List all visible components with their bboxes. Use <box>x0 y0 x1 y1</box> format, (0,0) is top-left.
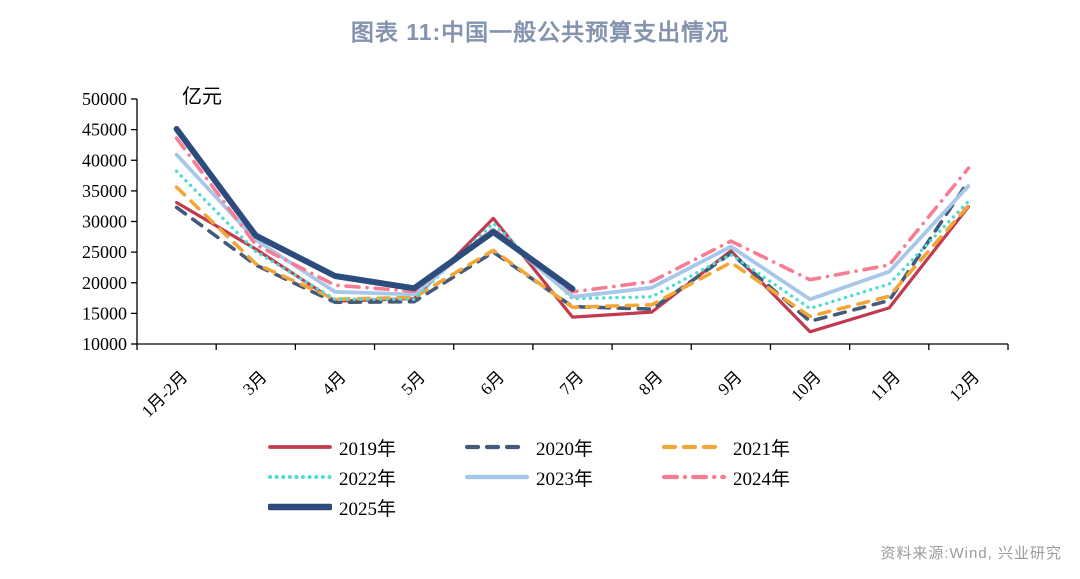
series-line-2021 <box>174 185 971 319</box>
series-line-2019 <box>175 200 971 334</box>
legend-swatch-2020 <box>465 444 529 450</box>
x-tick-label: 8月 <box>635 367 666 398</box>
legend-item-2024: 2024年 <box>662 464 859 491</box>
legend-item-2022: 2022年 <box>268 464 465 491</box>
y-tick-label: 40000 <box>82 150 127 170</box>
legend-swatch-2021 <box>662 444 726 450</box>
series-line-2025 <box>173 126 576 292</box>
x-tick-label: 11月 <box>867 367 904 404</box>
y-tick-label: 45000 <box>82 120 127 140</box>
y-tick-label: 15000 <box>82 303 127 323</box>
legend-item-2020: 2020年 <box>465 434 662 461</box>
legend-label: 2023年 <box>536 468 594 490</box>
y-tick-label: 25000 <box>82 242 127 262</box>
legend-label: 2021年 <box>733 438 791 460</box>
y-axis-unit-label: 亿元 <box>182 85 222 108</box>
series-line-2023 <box>174 152 971 302</box>
x-tick-label: 9月 <box>714 367 745 398</box>
x-tick-label: 5月 <box>397 367 428 398</box>
source-note: 资料来源:Wind, 兴业研究 <box>880 545 1062 562</box>
legend-swatch-2023 <box>465 474 529 480</box>
y-tick-label: 10000 <box>82 334 127 354</box>
legend-swatch-2019 <box>268 445 332 449</box>
legend-label: 2025年 <box>339 498 397 520</box>
legend-label: 2020年 <box>536 438 594 460</box>
y-tick-label: 50000 <box>82 89 127 109</box>
y-tick-label: 35000 <box>82 181 127 201</box>
legend-swatch-2022 <box>268 475 332 479</box>
legend-label: 2022年 <box>339 468 397 490</box>
x-tick-label: 4月 <box>318 367 349 398</box>
x-tick-label: 6月 <box>477 367 508 398</box>
legend-row: 2022年 2023年 2024年 <box>268 462 859 492</box>
line-chart: 10000 15000 20000 25000 30000 35000 40000 45000… <box>82 85 1009 421</box>
chart-title: 图表 11:中国一般公共预算支出情况 <box>350 19 730 45</box>
series-line-2024 <box>174 136 971 294</box>
legend-row: 2019年 2020年 2021年 <box>268 432 859 462</box>
x-tick-label: 3月 <box>239 367 270 398</box>
x-tick-label: 1月-2月 <box>138 367 192 421</box>
legend-row: 2025年 <box>268 492 859 522</box>
x-tick-label: 10月 <box>787 367 824 404</box>
y-tick-label: 30000 <box>82 212 127 232</box>
legend-swatch-2024 <box>662 474 726 480</box>
y-tick-label: 20000 <box>82 273 127 293</box>
chart-legend: 2019年 2020年 2021年 2022年 2023年 2024年 2025年 <box>268 432 859 522</box>
legend-item-2023: 2023年 <box>465 464 662 491</box>
x-tick-label: 7月 <box>556 367 587 398</box>
legend-label: 2019年 <box>339 438 397 460</box>
x-tick-label: 12月 <box>946 367 983 404</box>
legend-item-2021: 2021年 <box>662 434 859 461</box>
legend-label: 2024年 <box>733 468 791 490</box>
legend-item-2025: 2025年 <box>268 494 465 521</box>
legend-swatch-2025 <box>268 503 332 511</box>
legend-item-2019: 2019年 <box>268 434 465 461</box>
series-line-2020 <box>174 179 971 324</box>
